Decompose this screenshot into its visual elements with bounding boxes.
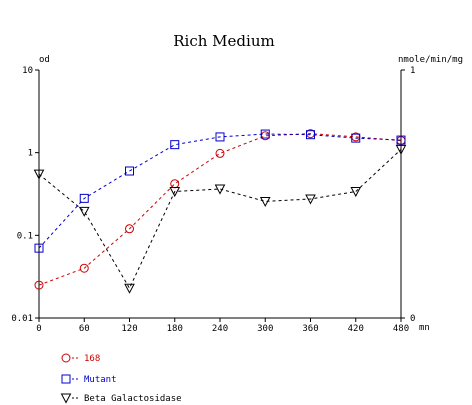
series-0 bbox=[34, 129, 406, 290]
y-left-tick-label: 0.1 bbox=[17, 231, 33, 241]
y-axis-left-label: od bbox=[39, 55, 50, 65]
y-left-tick-label: 1 bbox=[28, 149, 33, 159]
series-line bbox=[38, 133, 402, 249]
data-point bbox=[124, 283, 135, 294]
ticks: 0 60 120 180 240 300 360 420 480 0.01 0.1 1 10 0 1 bbox=[11, 66, 415, 334]
legend-marker bbox=[61, 353, 71, 363]
data-point bbox=[214, 184, 226, 195]
legend-label: 168 bbox=[84, 354, 100, 364]
data-point bbox=[395, 144, 407, 155]
x-tick-label: 300 bbox=[257, 324, 273, 334]
y-left-tick-label: 0.01 bbox=[11, 314, 33, 324]
data-point bbox=[215, 148, 225, 158]
legend-marker bbox=[60, 393, 72, 404]
data-point bbox=[215, 132, 225, 142]
data-point bbox=[125, 166, 134, 176]
series-2 bbox=[33, 144, 407, 294]
x-tick-label: 240 bbox=[212, 324, 228, 334]
data-point bbox=[170, 179, 180, 189]
legend-label: Mutant bbox=[84, 375, 117, 385]
x-tick-label: 0 bbox=[36, 324, 41, 334]
data-point bbox=[34, 280, 44, 290]
data-point bbox=[260, 129, 270, 139]
series-line bbox=[38, 149, 402, 290]
x-tick-label: 420 bbox=[348, 324, 364, 334]
x-axis-label: mn bbox=[419, 323, 430, 333]
data-point bbox=[79, 193, 89, 203]
y-right-tick-label: 0 bbox=[410, 314, 415, 324]
data-point bbox=[78, 206, 90, 217]
x-tick-label: 120 bbox=[121, 324, 137, 334]
x-tick-label: 60 bbox=[79, 324, 90, 334]
data-point bbox=[396, 135, 406, 145]
series-layer bbox=[33, 129, 407, 294]
x-tick-label: 360 bbox=[302, 324, 318, 334]
data-point bbox=[33, 169, 45, 180]
legend-item: Beta Galactosidase bbox=[60, 393, 182, 404]
data-point bbox=[306, 130, 315, 140]
data-point bbox=[170, 140, 180, 150]
data-point bbox=[259, 196, 271, 208]
data-point bbox=[34, 243, 44, 253]
series-line bbox=[38, 133, 402, 286]
y-left-tick-label: 10 bbox=[22, 66, 33, 76]
data-point bbox=[350, 187, 362, 198]
data-point bbox=[169, 187, 181, 198]
legend-label: Beta Galactosidase bbox=[84, 394, 182, 404]
legend: 168 Mutant Beta Galactosidase bbox=[60, 353, 182, 404]
legend-item: 168 bbox=[61, 353, 100, 364]
series-1 bbox=[34, 129, 406, 253]
data-point bbox=[305, 194, 316, 205]
y-axis-right-label: nmole/min/mg bbox=[398, 55, 463, 65]
chart-title: Rich Medium bbox=[173, 32, 274, 50]
data-point bbox=[125, 224, 134, 234]
y-right-tick-label: 1 bbox=[410, 66, 415, 76]
x-tick-label: 480 bbox=[393, 324, 409, 334]
legend-item: Mutant bbox=[61, 374, 117, 385]
data-point bbox=[79, 263, 89, 273]
x-tick-label: 180 bbox=[167, 324, 183, 334]
data-point bbox=[351, 133, 361, 143]
legend-marker bbox=[61, 374, 71, 384]
